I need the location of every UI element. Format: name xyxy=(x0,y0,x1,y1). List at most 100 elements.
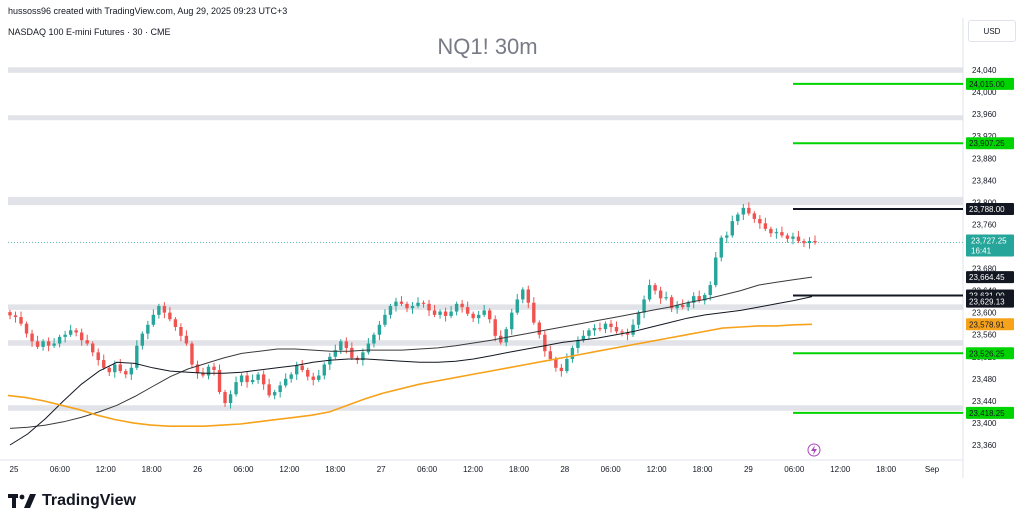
y-tick-label: 23,400 xyxy=(972,419,997,428)
zone-band xyxy=(8,304,963,310)
candle-body xyxy=(708,285,712,296)
candle-body xyxy=(686,302,690,308)
candle-body xyxy=(482,310,486,315)
y-tick-label: 23,360 xyxy=(972,441,997,450)
candle-body xyxy=(405,303,409,309)
ma-price-tag xyxy=(966,318,1014,331)
tradingview-logo[interactable]: TradingView xyxy=(8,492,136,510)
candle-body xyxy=(311,376,315,380)
candle-body xyxy=(647,285,652,300)
x-tick-label: 12:00 xyxy=(463,465,484,474)
x-tick-label: 12:00 xyxy=(830,465,851,474)
candle-body xyxy=(554,358,558,368)
support-price-label: 23,418.25 xyxy=(969,409,1005,418)
candle-body xyxy=(454,303,459,312)
candle-body xyxy=(631,324,635,335)
candle-body xyxy=(85,340,89,344)
candle-body xyxy=(30,333,34,342)
candle-body xyxy=(703,295,707,301)
candle-body xyxy=(350,347,354,358)
candle-body xyxy=(261,374,266,385)
y-tick-label: 23,920 xyxy=(972,132,997,141)
y-tick-label: 23,680 xyxy=(972,265,997,274)
moving-average-line xyxy=(9,296,813,446)
candle-body xyxy=(697,296,701,301)
currency-selector[interactable]: USD xyxy=(968,20,1016,42)
candle-body xyxy=(195,364,200,374)
tradingview-logo-icon xyxy=(8,494,36,508)
candle-body xyxy=(609,323,613,327)
x-tick-label: 06:00 xyxy=(601,465,622,474)
candle-body xyxy=(399,301,404,304)
candle-body xyxy=(74,330,78,333)
candle-body xyxy=(372,334,376,344)
candle-body xyxy=(217,369,222,393)
candle-body xyxy=(250,379,255,383)
candle-body xyxy=(493,319,497,336)
candle-body xyxy=(256,374,260,380)
candle-body xyxy=(8,312,12,316)
y-tick-label: 23,800 xyxy=(972,198,997,207)
candle-body xyxy=(118,364,122,372)
candle-body xyxy=(361,352,365,361)
candle-body xyxy=(228,394,233,404)
candle-body xyxy=(24,323,29,334)
candle-body xyxy=(747,207,751,214)
candle-body xyxy=(201,373,205,376)
y-tick-label: 23,840 xyxy=(972,176,997,185)
candle-body xyxy=(581,335,586,341)
candle-body xyxy=(449,311,453,316)
y-tick-label: 23,440 xyxy=(972,397,997,406)
x-tick-label: 18:00 xyxy=(509,465,530,474)
candle-body xyxy=(664,297,668,299)
bar-countdown-label: 16:41 xyxy=(971,246,992,255)
candle-body xyxy=(526,289,530,303)
candle-body xyxy=(465,307,470,314)
candle-body xyxy=(129,367,134,375)
candle-body xyxy=(758,218,762,224)
candle-body xyxy=(113,364,117,373)
candle-body xyxy=(636,312,641,325)
candle-body xyxy=(91,343,95,353)
ma-price-label: 23,664.45 xyxy=(969,273,1005,282)
support-price-tag xyxy=(966,77,1014,90)
x-tick-label: 06:00 xyxy=(784,465,805,474)
candle-body xyxy=(57,336,62,344)
candle-body xyxy=(548,351,553,359)
symbol-title: NASDAQ 100 E-mini Futures · 30 · CME xyxy=(8,27,171,37)
candle-body xyxy=(791,236,795,239)
candle-body xyxy=(675,304,679,309)
candle-body xyxy=(212,366,216,370)
candle-body xyxy=(41,341,45,347)
candle-body xyxy=(68,330,73,335)
support-price-label: 23,526.25 xyxy=(969,349,1005,358)
ma-price-label: 23,629.13 xyxy=(969,298,1005,307)
candle-body xyxy=(714,257,718,286)
candle-body xyxy=(394,301,398,307)
ma-price-tag xyxy=(966,295,1014,308)
candle-body xyxy=(432,310,437,315)
candle-body xyxy=(366,343,371,353)
candle-body xyxy=(669,297,674,309)
candle-body xyxy=(289,374,293,379)
candle-body xyxy=(780,232,784,236)
candle-body xyxy=(223,392,227,404)
candle-body xyxy=(521,289,525,300)
candle-body xyxy=(151,314,156,325)
candle-body xyxy=(234,382,238,395)
candle-body xyxy=(421,302,426,304)
x-tick-label: 06:00 xyxy=(233,465,254,474)
candle-body xyxy=(642,299,646,313)
candle-body xyxy=(190,343,194,365)
candle-body xyxy=(719,237,723,258)
lightning-glyph xyxy=(811,445,817,455)
candle-body xyxy=(515,299,519,313)
x-tick-label: 26 xyxy=(193,465,202,474)
y-tick-label: 23,760 xyxy=(972,220,997,229)
candle-body xyxy=(598,328,602,330)
resistance-price-tag xyxy=(966,202,1014,215)
candle-body xyxy=(725,235,729,238)
candle-body xyxy=(168,312,172,320)
candle-body xyxy=(471,313,475,319)
